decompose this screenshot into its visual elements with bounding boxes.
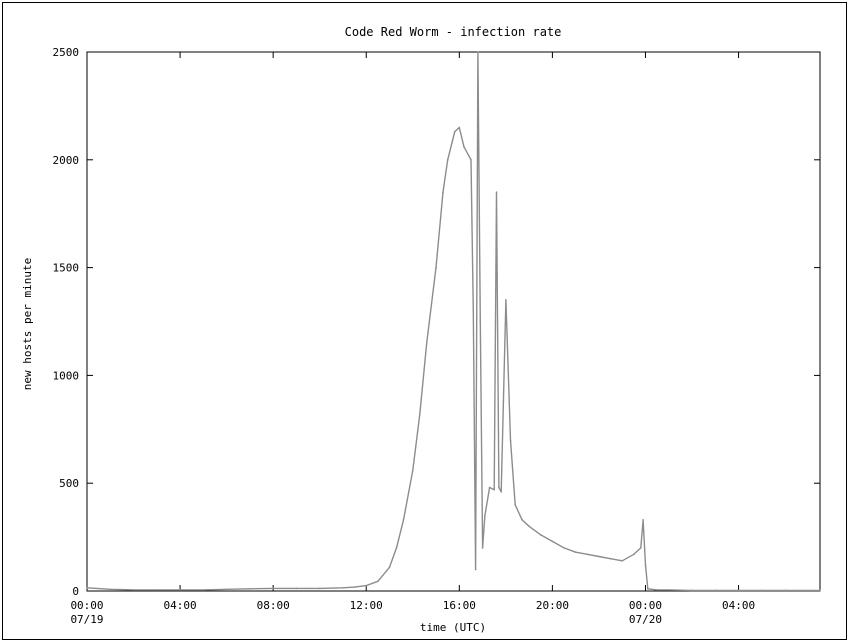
data-point (318, 587, 321, 590)
x-tick-label: 04:00 (164, 599, 197, 612)
data-point (474, 568, 477, 571)
x-axis-label: time (UTC) (420, 621, 486, 634)
data-point (442, 191, 444, 193)
data-point (481, 547, 484, 549)
data-point (551, 540, 554, 543)
data-point (691, 589, 693, 592)
data-point (521, 519, 523, 521)
data-point (156, 589, 158, 591)
series-layer (86, 51, 821, 592)
data-point (667, 589, 670, 591)
data-point (563, 547, 565, 549)
y-axis-label: new hosts per minute (21, 258, 34, 390)
data-point (479, 320, 482, 323)
x-tick-label: 08:00 (257, 599, 290, 612)
data-point (656, 589, 658, 591)
x-tick-label: 16:00 (443, 599, 476, 612)
data-point (132, 589, 135, 591)
data-point (225, 588, 228, 591)
data-point (647, 588, 649, 590)
y-tick-label: 1000 (53, 369, 80, 382)
y-tick-label: 2000 (53, 154, 80, 167)
y-tick-label: 2500 (53, 46, 80, 59)
data-point (179, 589, 181, 591)
data-point (495, 191, 498, 193)
x-tick-label: 04:00 (722, 599, 755, 612)
data-point (446, 159, 449, 161)
data-point (435, 266, 437, 269)
data-point (411, 469, 414, 472)
data-point (633, 553, 635, 556)
data-point (505, 299, 507, 301)
data-point (586, 553, 589, 556)
data-point (574, 551, 577, 553)
x-tick-label: 00:00 (629, 599, 662, 612)
data-point (365, 584, 368, 587)
data-point (395, 547, 398, 549)
data-point (484, 514, 486, 517)
data-point (86, 586, 88, 589)
data-point (342, 586, 344, 589)
series-line (86, 51, 820, 592)
data-point (598, 555, 600, 558)
data-point (402, 519, 405, 521)
y-tick-label: 1500 (53, 262, 80, 275)
data-point (453, 130, 456, 133)
data-point (388, 566, 391, 569)
x-tick-date-label: 07/19 (70, 613, 103, 626)
x-tick-label: 20:00 (536, 599, 569, 612)
data-point (463, 146, 465, 148)
y-tick-label: 0 (72, 585, 79, 598)
data-point (609, 557, 612, 560)
data-point (418, 413, 421, 416)
data-point (295, 587, 298, 590)
axis-ticks (86, 51, 820, 592)
plot-area-border (86, 51, 821, 592)
data-point (640, 547, 642, 549)
data-point (353, 586, 356, 588)
data-point (621, 560, 624, 562)
data-point (761, 589, 763, 592)
data-point (249, 588, 251, 590)
data-point (477, 51, 479, 53)
data-point (509, 439, 512, 441)
data-point (500, 491, 503, 493)
x-tick-label: 12:00 (350, 599, 383, 612)
data-point (202, 589, 205, 591)
data-point (272, 587, 274, 590)
data-point (458, 126, 461, 129)
data-point (425, 342, 428, 344)
data-point (539, 534, 542, 536)
data-point (642, 519, 644, 521)
data-point (377, 580, 379, 583)
chart-title: Code Red Worm - infection rate (345, 25, 562, 39)
data-point (498, 486, 500, 489)
data-point (784, 589, 786, 592)
x-tick-label: 00:00 (70, 599, 103, 612)
data-point (109, 588, 112, 591)
data-point (644, 564, 647, 566)
data-point (488, 486, 491, 489)
data-point (493, 488, 496, 491)
x-tick-date-label: 07/20 (629, 613, 662, 626)
data-point (470, 159, 472, 161)
data-point (737, 589, 740, 592)
data-point (819, 589, 821, 592)
y-tick-label: 500 (59, 477, 79, 490)
data-point (472, 309, 475, 312)
data-point (514, 503, 516, 506)
data-point (528, 525, 530, 528)
data-point (714, 589, 717, 592)
